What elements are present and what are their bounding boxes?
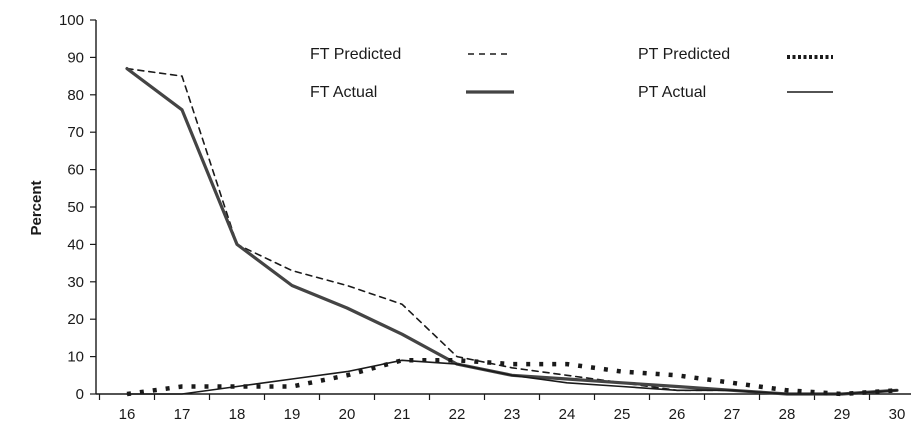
data-point-ft-predicted: [346, 285, 348, 287]
data-point-pt-predicted: [731, 382, 733, 384]
data-point-ft-actual: [346, 307, 348, 309]
legend-label-ft-actual: FT Actual: [310, 84, 377, 101]
series-group: [125, 66, 899, 397]
data-point-pt-predicted: [786, 389, 788, 391]
axes: 0 10 20 30 40 50 60 70 80 90 100 16 17 18 19 20 21 22 23 24…: [59, 12, 911, 423]
x-tick-label: 30: [889, 406, 906, 423]
data-point-ft-actual: [566, 378, 568, 380]
data-point-pt-actual: [786, 393, 788, 395]
series-line-pt-actual: [126, 359, 898, 395]
y-tick-label: 90: [67, 49, 84, 66]
data-point-pt-predicted: [346, 374, 348, 376]
data-point-pt-predicted: [511, 363, 513, 365]
data-point-ft-actual: [181, 109, 183, 111]
data-point-ft-predicted: [181, 75, 183, 77]
y-tick-label: 10: [67, 349, 84, 366]
x-tick-label: 19: [284, 406, 301, 423]
x-tick-label: 22: [449, 406, 466, 423]
data-point-ft-predicted: [511, 367, 513, 369]
data-point-pt-actual: [676, 389, 678, 391]
series-line-pt-predicted: [126, 358, 898, 397]
data-point-pt-actual: [566, 382, 568, 384]
x-tick-label: 24: [559, 406, 576, 423]
x-tick-label: 23: [504, 406, 521, 423]
data-point-pt-predicted: [566, 363, 568, 365]
data-point-pt-actual: [291, 378, 293, 380]
data-point-ft-actual: [621, 382, 623, 384]
x-tick-label: 20: [339, 406, 356, 423]
data-point-pt-actual: [621, 386, 623, 388]
data-point-pt-actual: [181, 393, 183, 395]
data-point-ft-predicted: [456, 356, 458, 358]
x-tick-label: 17: [174, 406, 191, 423]
y-tick-label: 70: [67, 124, 84, 141]
x-tick-label: 18: [229, 406, 246, 423]
data-point-ft-actual: [676, 386, 678, 388]
data-point-pt-actual: [126, 393, 128, 395]
data-point-pt-actual: [841, 393, 843, 395]
data-point-pt-predicted: [291, 386, 293, 388]
data-point-ft-predicted: [401, 303, 403, 305]
data-point-pt-actual: [456, 363, 458, 365]
y-tick-label: 50: [67, 199, 84, 216]
x-tick-label: 28: [779, 406, 796, 423]
x-tick-label: 29: [834, 406, 851, 423]
data-point-ft-actual: [401, 333, 403, 335]
x-tick-label: 16: [119, 406, 136, 423]
data-point-ft-actual: [126, 68, 128, 70]
y-tick-label: 80: [67, 87, 84, 104]
x-tick-label: 21: [394, 406, 411, 423]
y-tick-label: 0: [76, 386, 84, 403]
x-tick-label: 27: [724, 406, 741, 423]
data-point-ft-actual: [291, 285, 293, 287]
data-point-pt-predicted: [676, 374, 678, 376]
data-point-pt-actual: [731, 389, 733, 391]
data-point-pt-actual: [346, 371, 348, 373]
data-point-pt-actual: [236, 386, 238, 388]
y-tick-label: 30: [67, 274, 84, 291]
x-tick-label: 26: [669, 406, 686, 423]
legend-label-pt-predicted: PT Predicted: [638, 46, 730, 63]
data-point-pt-predicted: [621, 371, 623, 373]
series-line-ft-predicted: [126, 67, 898, 395]
data-point-pt-actual: [896, 389, 898, 391]
y-tick-label: 60: [67, 162, 84, 179]
y-tick-label: 40: [67, 236, 84, 253]
data-point-pt-predicted: [181, 386, 183, 388]
x-tick-label: 25: [614, 406, 631, 423]
data-point-pt-actual: [511, 374, 513, 376]
legend-label-pt-actual: PT Actual: [638, 84, 706, 101]
data-point-pt-predicted: [456, 359, 458, 361]
data-point-pt-actual: [401, 359, 403, 361]
y-tick-label: 100: [59, 12, 84, 29]
y-tick-label: 20: [67, 311, 84, 328]
data-point-ft-predicted: [566, 374, 568, 376]
legend: FT Predicted FT Actual PT Predicted PT Actu…: [310, 46, 833, 101]
series-line-ft-actual: [125, 66, 899, 396]
y-axis-label: Percent: [28, 180, 45, 235]
legend-label-ft-predicted: FT Predicted: [310, 46, 401, 63]
data-point-ft-predicted: [291, 270, 293, 272]
data-point-ft-actual: [236, 244, 238, 246]
